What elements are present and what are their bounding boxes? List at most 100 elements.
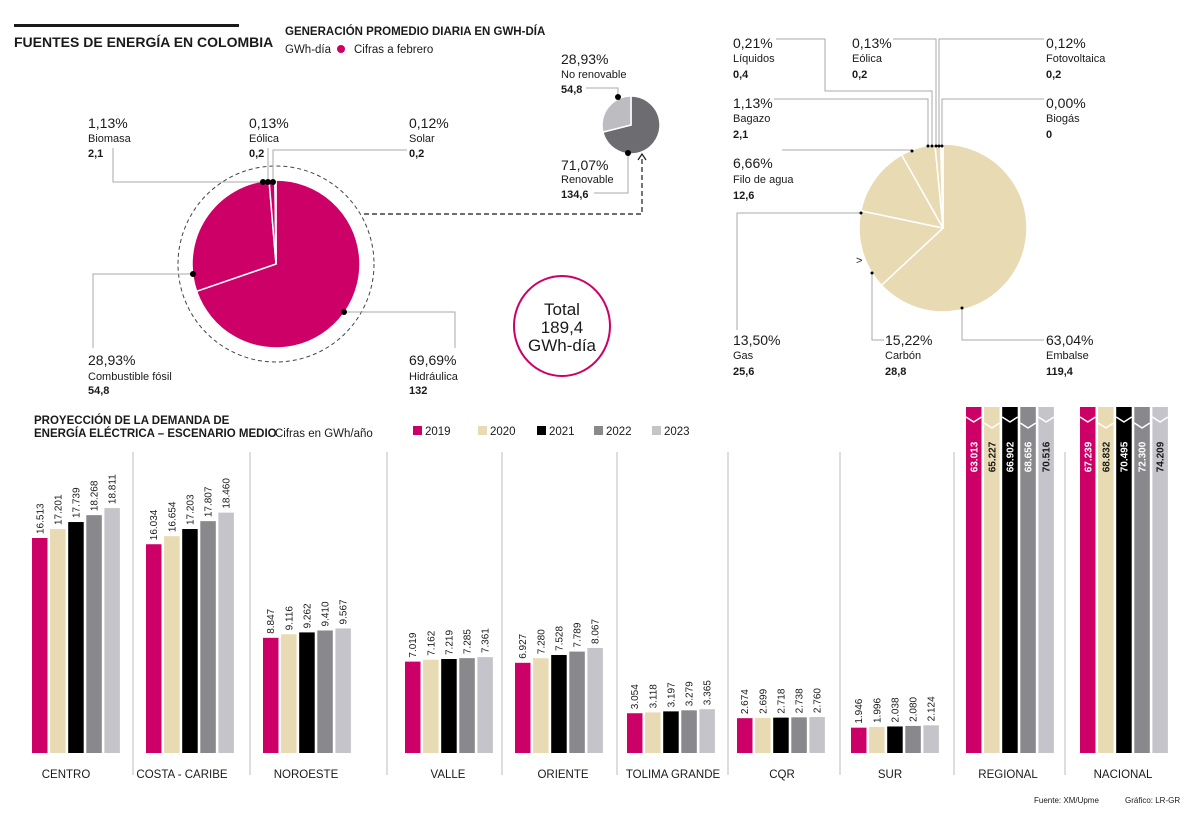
leader-line — [776, 38, 933, 146]
bar-value-label: 2.124 — [927, 696, 938, 721]
bar-group-nacional: 67.239 68.832 70.495 72.300 74.209 NACIONAL — [1079, 407, 1169, 781]
bar-2023 — [477, 657, 493, 753]
note-label: Cifras a febrero — [354, 44, 433, 56]
break-mark — [1097, 422, 1115, 429]
bar-2021 — [441, 659, 457, 753]
bar-value-label: 3.197 — [666, 682, 677, 707]
label-fosil-name: Combustible fósil — [88, 371, 172, 383]
bar-value-label: 16.654 — [167, 501, 178, 532]
bar-2021 — [551, 654, 567, 753]
bar-value-label: 2.038 — [890, 697, 901, 722]
label-hidraulica-pct: 69,69% — [409, 352, 456, 368]
pie-chart-technology — [858, 143, 1028, 313]
bar-chart-title-line2: ENERGÍA ELÉCTRICA – ESCENARIO MEDIO — [34, 427, 277, 440]
label-fosil-value: 54,8 — [88, 385, 109, 397]
marker-dot — [270, 179, 276, 185]
pie-slice-carbón — [858, 209, 945, 287]
label-embalse-value: 119,4 — [1046, 366, 1074, 378]
break-mark — [965, 416, 982, 423]
bar-value-label: 2.760 — [813, 688, 824, 713]
leader-line — [112, 148, 262, 183]
label-filo-value: 12,6 — [733, 190, 754, 202]
bar-value-label: 2.699 — [758, 688, 769, 713]
category-label: CENTRO — [42, 769, 91, 781]
category-label: TOLIMA GRANDE — [626, 769, 721, 781]
legend-swatch-2022 — [594, 426, 603, 435]
bar-value-label: 68.656 — [1024, 441, 1035, 472]
bar-value-label: 7.280 — [536, 629, 547, 654]
section-title: GENERACIÓN PROMEDIO DIARIA EN GWH-DÍA — [285, 25, 545, 38]
label-eolica-pct: 0,13% — [249, 115, 289, 131]
bar-2022 — [681, 710, 697, 753]
bar-value-label: 6.927 — [518, 633, 529, 658]
label-eolica2-pct: 0,13% — [852, 35, 892, 51]
bar-2021 — [773, 717, 789, 753]
bar-value-label: 17.201 — [53, 494, 64, 525]
pie-slice-gas — [859, 153, 945, 230]
bar-2022 — [86, 515, 102, 753]
bar-2021 — [887, 726, 903, 753]
bar-group-regional: 63.013 65.227 66.902 68.656 70.516 REGIONAL — [965, 407, 1055, 781]
leader-line — [938, 38, 1044, 146]
bar-2019 — [405, 661, 421, 753]
bar-2020 — [869, 727, 885, 753]
bar-value-label: 65.227 — [987, 441, 998, 472]
bar-2020 — [533, 658, 549, 753]
leader-line — [586, 87, 619, 97]
bar-2020 — [164, 536, 180, 753]
leader-line — [594, 154, 629, 194]
total-unit: GWh-día — [528, 336, 597, 355]
total-value: 189,4 — [541, 318, 584, 337]
label-fotovoltaica-pct: 0,12% — [1046, 35, 1086, 51]
bar-2021 — [299, 632, 315, 753]
leader-line — [871, 273, 884, 341]
bar-value-label: 7.162 — [426, 630, 437, 655]
bar-value-label: 3.118 — [648, 684, 659, 709]
break-mark — [1151, 416, 1169, 423]
legend-label-2022: 2022 — [606, 426, 632, 438]
label-fotovoltaica-name: Fotovoltaica — [1046, 53, 1106, 65]
bar-group-cqr: 2.674 2.699 2.718 2.738 2.760 CQR — [737, 688, 825, 781]
label-filo-pct: 6,66% — [733, 155, 773, 171]
marker-dot — [190, 271, 196, 277]
label-bagazo-value: 2,1 — [733, 129, 748, 141]
bar-value-label: 67.239 — [1083, 441, 1094, 472]
bar-value-label: 3.365 — [703, 680, 714, 705]
marker-dot — [940, 144, 944, 148]
bar-value-label: 9.116 — [284, 606, 295, 631]
bar-value-label: 7.528 — [554, 626, 565, 651]
leader-line — [92, 273, 193, 348]
legend-swatch-2021 — [537, 426, 546, 435]
legend-label-2023: 2023 — [664, 426, 690, 438]
bar-value-label: 3.054 — [630, 684, 641, 709]
bar-2023 — [1038, 407, 1054, 753]
bar-value-label: 2.738 — [795, 688, 806, 713]
bar-2021 — [1002, 407, 1018, 753]
bar-2021 — [68, 522, 84, 753]
bar-legend: 2019 2020 2021 2022 2023 — [413, 426, 690, 438]
bar-2022 — [905, 725, 921, 753]
label-carbon-pct: 15,22% — [885, 332, 932, 348]
bar-2019 — [737, 718, 753, 753]
bar-chart-unit: Cifras en GWh/año — [275, 428, 373, 440]
marker-dot — [926, 144, 930, 148]
label-hidraulica-name: Hidráulica — [409, 371, 459, 383]
marker-dot — [265, 179, 271, 185]
bar-value-label: 2.080 — [909, 696, 920, 721]
label-bagazo-name: Bagazo — [733, 113, 770, 125]
pie-outline-dashed — [177, 165, 375, 363]
label-norenovable-pct: 28,93% — [561, 51, 608, 67]
leader-line — [344, 311, 456, 348]
bar-2023 — [923, 725, 939, 753]
bar-2020 — [281, 634, 297, 753]
break-mark — [1001, 416, 1019, 423]
bar-2020 — [423, 659, 439, 753]
bar-value-label: 7.789 — [573, 622, 584, 647]
marker-dot — [341, 309, 347, 315]
label-solar-name: Solar — [409, 133, 435, 145]
leader-line — [782, 149, 913, 151]
marker-dot — [960, 306, 964, 310]
bar-2023 — [218, 512, 234, 753]
credit-note: Gráfico: LR-GR — [1125, 796, 1180, 805]
bar-value-label: 18.460 — [222, 478, 233, 509]
